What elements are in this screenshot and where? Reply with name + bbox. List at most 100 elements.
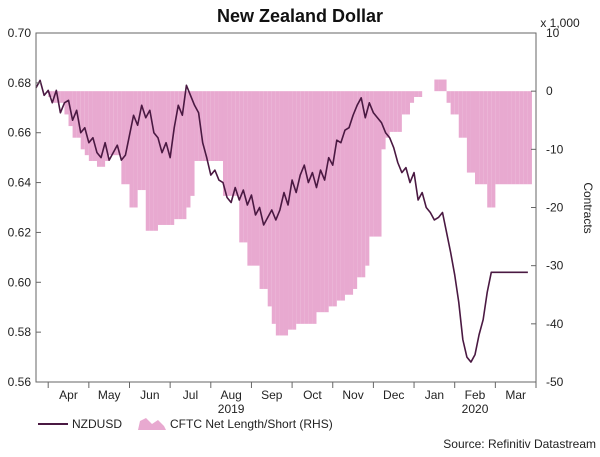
cftc-bar	[405, 91, 410, 115]
cftc-bar	[263, 91, 268, 289]
x-axis-month-label: Jul	[183, 388, 198, 402]
cftc-bar	[397, 91, 402, 132]
cftc-bar	[324, 91, 329, 313]
right-axis-tick-label: -50	[546, 375, 564, 389]
left-axis-tick-label: 0.66	[8, 126, 32, 140]
cftc-bar	[194, 91, 199, 161]
cftc-bar	[117, 91, 122, 156]
cftc-bar	[316, 91, 321, 313]
cftc-bar	[80, 91, 85, 150]
cftc-bar	[267, 91, 272, 307]
left-axis-tick-label: 0.60	[8, 275, 32, 289]
right-axis-multiplier: x 1,000	[540, 16, 580, 30]
cftc-bar	[499, 91, 504, 185]
left-axis: 0.70 0.68 0.66 0.64 0.62 0.60 0.58 0.56	[8, 26, 41, 389]
cftc-bar	[283, 91, 289, 336]
cftc-bar	[519, 91, 524, 185]
cftc-bar	[92, 91, 97, 161]
cftc-bar	[259, 91, 264, 289]
cftc-bar	[157, 91, 163, 225]
cftc-bar	[109, 91, 114, 156]
cftc-bar	[101, 91, 106, 167]
left-axis-tick-label: 0.64	[8, 176, 32, 190]
cftc-bar	[296, 91, 301, 324]
cftc-bar	[239, 91, 244, 243]
x-axis: Apr May Jun Jul Aug Sep Oct Nov Dec Jan Feb Mar 2019…	[47, 382, 537, 416]
cftc-bar	[206, 91, 211, 161]
cftc-bar	[479, 91, 484, 185]
x-axis-month-label: Feb	[465, 388, 486, 402]
cftc-bar	[149, 91, 154, 231]
cftc-bar	[442, 79, 447, 92]
cftc-bar	[475, 91, 480, 185]
x-axis-month-label: Aug	[220, 388, 241, 402]
source-note: Source: Refinitiv Datastream	[443, 437, 596, 451]
left-axis-tick-label: 0.58	[8, 325, 32, 339]
cftc-bar	[279, 91, 284, 336]
cftc-bar	[137, 91, 142, 191]
cftc-bar	[361, 91, 366, 278]
cftc-bar	[88, 91, 93, 161]
cftc-bar	[462, 91, 467, 138]
cftc-bar	[340, 91, 345, 301]
left-axis-tick-label: 0.70	[8, 26, 32, 40]
legend-label-nzdusd: NZDUSD	[72, 417, 122, 431]
cftc-bar	[373, 91, 378, 237]
cftc-bar	[369, 91, 374, 237]
cftc-bar	[170, 91, 175, 225]
cftc-bar	[60, 91, 65, 103]
cftc-bar	[466, 91, 471, 173]
cftc-bar	[214, 91, 219, 161]
cftc-bar	[145, 91, 150, 231]
cftc-bar	[446, 91, 451, 103]
cftc-bar	[271, 91, 276, 324]
cftc-bar	[121, 91, 126, 185]
right-axis-tick-label: -20	[546, 201, 564, 215]
cftc-bar	[56, 91, 61, 103]
cftc-bar	[133, 91, 138, 208]
cftc-bar	[202, 91, 207, 161]
cftc-bar	[454, 91, 459, 115]
nzdusd-line-layer	[35, 79, 528, 363]
cftc-bar	[304, 91, 309, 324]
cftc-bar	[153, 91, 158, 231]
left-axis-tick-label: 0.62	[8, 225, 32, 239]
right-axis-tick-label: 0	[546, 84, 553, 98]
right-axis-tick-label: -10	[546, 142, 564, 156]
cftc-bar	[174, 91, 179, 220]
cftc-bar	[328, 91, 333, 307]
cftc-bar	[491, 91, 496, 208]
cftc-bar	[247, 91, 252, 266]
cftc-bar	[113, 91, 118, 156]
cftc-bar	[418, 91, 423, 97]
cftc-bar	[300, 91, 305, 324]
cftc-bar	[458, 91, 463, 138]
cftc-bar	[353, 91, 358, 289]
cftc-bar	[129, 91, 134, 208]
cftc-bar	[210, 91, 215, 161]
cftc-bar	[434, 79, 439, 92]
cftc-bar	[515, 91, 520, 185]
cftc-bar	[409, 91, 415, 103]
cftc-bar	[243, 91, 248, 243]
cftc-bar	[308, 91, 313, 324]
cftc-bar	[507, 91, 512, 185]
x-axis-month-label: Jan	[425, 388, 444, 402]
cftc-bar	[527, 91, 532, 185]
cftc-bar	[222, 91, 228, 196]
cftc-bar	[125, 91, 130, 185]
legend: NZDUSD CFTC Net Length/Short (RHS)	[38, 417, 333, 431]
x-axis-month-label: Apr	[59, 388, 78, 402]
cftc-bar	[483, 91, 488, 185]
cftc-bar	[162, 91, 167, 225]
cftc-bar	[487, 91, 492, 208]
cftc-bar	[96, 91, 102, 167]
cftc-bar	[84, 91, 89, 156]
cftc-bar	[186, 91, 191, 208]
cftc-bar	[511, 91, 516, 185]
cftc-bar	[292, 91, 297, 330]
cftc-bar	[105, 91, 110, 161]
x-axis-month-label: Dec	[383, 388, 404, 402]
cftc-bar	[231, 91, 236, 196]
